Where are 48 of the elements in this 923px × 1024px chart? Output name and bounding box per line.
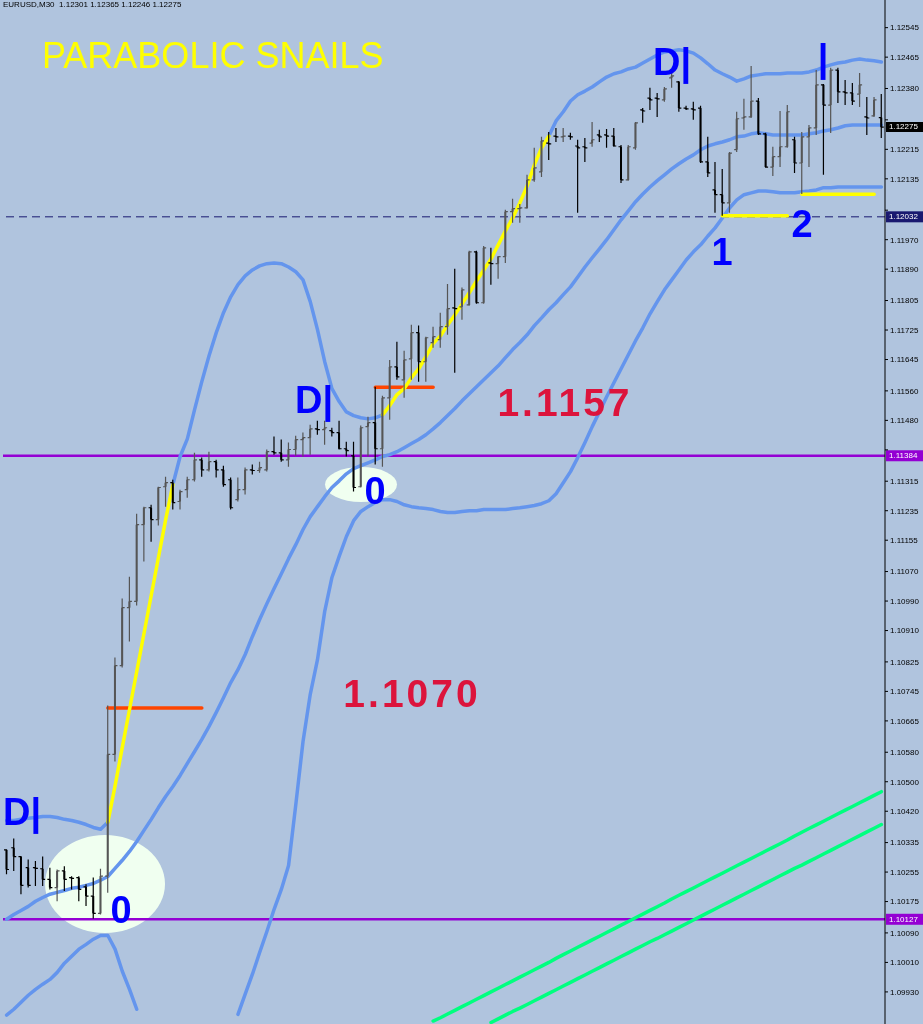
y-tick-label: 1.10335 [890, 838, 920, 848]
ref-line-label: 1.12032 [889, 212, 919, 222]
y-tick-label: 1.11970 [890, 235, 919, 245]
y-tick-label: 1.11725 [890, 325, 919, 335]
y-tick-label: 1.11805 [890, 296, 919, 306]
y-tick-label: 1.10010 [890, 958, 920, 968]
annotation: | [817, 37, 829, 79]
y-tick-label: 1.12465 [890, 53, 920, 62]
line-series [489, 822, 884, 1024]
y-tick-label: 1.11645 [890, 355, 919, 365]
y-tick-label: 1.10175 [890, 897, 920, 907]
y-tick-label: 1.10500 [890, 777, 920, 787]
y-tick-label: 1.10910 [890, 626, 920, 636]
y-tick-label: 1.10825 [890, 657, 920, 667]
annotation: 1.1070 [343, 671, 481, 715]
y-tick-label: 1.11315 [890, 477, 919, 487]
y-tick-label: 1.12135 [890, 174, 920, 184]
y-tick-label: 1.11155 [890, 536, 919, 546]
y-tick-label: 1.11235 [890, 506, 919, 516]
chart-subtitle: EURUSD,M30 1.12301 1.12365 1.12246 1.12275 [3, 0, 182, 10]
y-tick-label: 1.12380 [890, 84, 920, 94]
annotation: 1 [711, 231, 733, 273]
y-tick-label: 1.10990 [890, 596, 920, 606]
y-tick-label: 1.10665 [890, 716, 920, 726]
line-series [431, 789, 884, 1023]
y-tick-label: 1.10420 [890, 807, 920, 817]
annotation: 0 [364, 470, 386, 512]
y-tick-label: 1.10255 [890, 867, 920, 877]
y-tick-label: 1.11480 [890, 416, 919, 426]
y-tick-label: 1.11560 [890, 386, 919, 396]
y-tick-label: 1.09930 [890, 987, 920, 997]
text: PARABOLIC SNAILS [42, 35, 384, 76]
annotation: D| [652, 41, 692, 83]
ref-line-label: 1.10127 [889, 914, 919, 924]
y-tick-label: 1.10090 [890, 928, 920, 938]
candlestick [5, 848, 8, 875]
annotation: D| [294, 379, 334, 421]
annotation: 1.1157 [497, 380, 633, 424]
ref-line-label: 1.11384 [889, 451, 918, 461]
annotation: D| [2, 791, 42, 833]
y-tick-label: 1.12215 [890, 145, 920, 155]
y-tick-label: 1.11070 [890, 567, 919, 577]
y-tick-label: 1.10745 [890, 687, 920, 697]
y-tick-label: 1.11890 [890, 265, 919, 275]
text: 1.12275 [886, 122, 923, 133]
annotation: 2 [791, 203, 813, 245]
y-tick-label: 1.10580 [890, 748, 920, 758]
y-tick-label: 1.12545 [890, 23, 920, 33]
